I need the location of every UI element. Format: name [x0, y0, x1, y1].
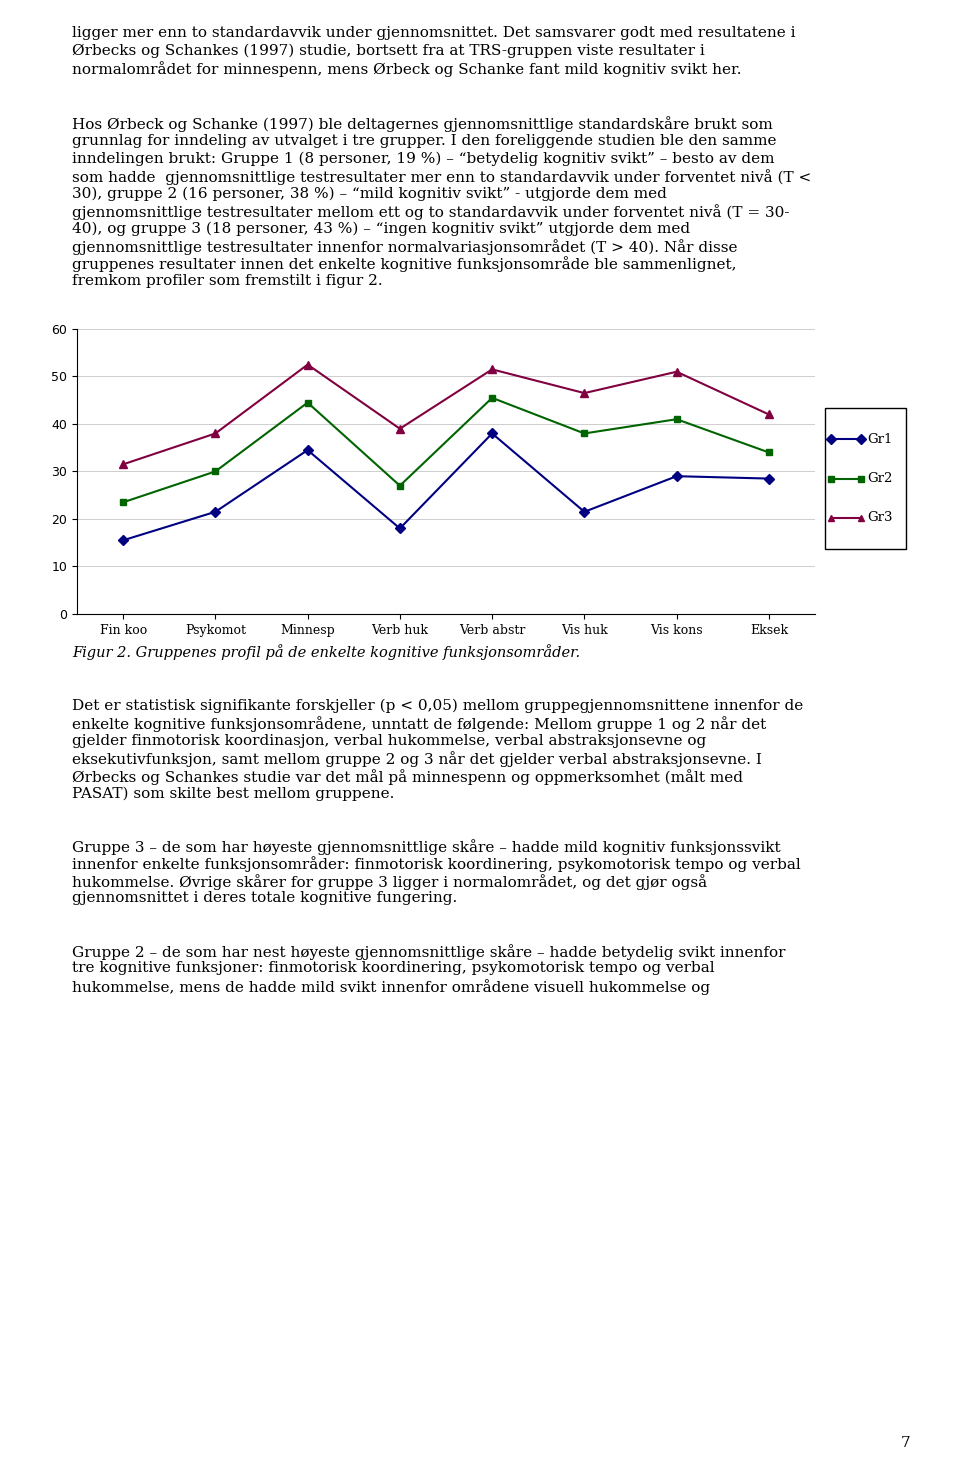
Text: enkelte kognitive funksjonsområdene, unntatt de følgende: Mellom gruppe 1 og 2 n: enkelte kognitive funksjonsområdene, unn… — [72, 716, 766, 732]
Text: Ørbecks og Schankes (1997) studie, bortsett fra at TRS-gruppen viste resultater : Ørbecks og Schankes (1997) studie, borts… — [72, 44, 705, 58]
Text: gjelder finmotorisk koordinasjon, verbal hukommelse, verbal abstraksjonsevne og: gjelder finmotorisk koordinasjon, verbal… — [72, 733, 707, 748]
Text: Hos Ørbeck og Schanke (1997) ble deltagernes gjennomsnittlige standardskåre bruk: Hos Ørbeck og Schanke (1997) ble deltage… — [72, 117, 773, 133]
Text: 7: 7 — [900, 1436, 910, 1449]
Text: Ørbecks og Schankes studie var det mål på minnespenn og oppmerksomhet (målt med: Ørbecks og Schankes studie var det mål p… — [72, 768, 743, 785]
Text: Det er statistisk signifikante forskjeller (p < 0,05) mellom gruppegjennomsnitte: Det er statistisk signifikante forskjell… — [72, 698, 804, 713]
Text: normalområdet for minnespenn, mens Ørbeck og Schanke fant mild kognitiv svikt he: normalområdet for minnespenn, mens Ørbec… — [72, 61, 741, 77]
Text: ligger mer enn to standardavvik under gjennomsnittet. Det samsvarer godt med res: ligger mer enn to standardavvik under gj… — [72, 26, 796, 39]
Text: gjennomsnittlige testresultater mellom ett og to standardavvik under forventet n: gjennomsnittlige testresultater mellom e… — [72, 205, 789, 219]
Text: Figur 2. Gruppenes profil på de enkelte kognitive funksjonsområder.: Figur 2. Gruppenes profil på de enkelte … — [72, 644, 580, 660]
Text: tre kognitive funksjoner: finmotorisk koordinering, psykomotorisk tempo og verba: tre kognitive funksjoner: finmotorisk ko… — [72, 961, 714, 976]
Text: 40), og gruppe 3 (18 personer, 43 %) – “ingen kognitiv svikt” utgjorde dem med: 40), og gruppe 3 (18 personer, 43 %) – “… — [72, 222, 690, 235]
Text: grunnlag for inndeling av utvalget i tre grupper. I den foreliggende studien ble: grunnlag for inndeling av utvalget i tre… — [72, 134, 777, 148]
Text: hukommelse. Øvrige skårer for gruppe 3 ligger i normalområdet, og det gjør også: hukommelse. Øvrige skårer for gruppe 3 l… — [72, 874, 708, 890]
Text: 30), gruppe 2 (16 personer, 38 %) – “mild kognitiv svikt” - utgjorde dem med: 30), gruppe 2 (16 personer, 38 %) – “mil… — [72, 187, 667, 202]
Text: innenfor enkelte funksjonsområder: finmotorisk koordinering, psykomotorisk tempo: innenfor enkelte funksjonsområder: finmo… — [72, 856, 801, 872]
Text: fremkom profiler som fremstilt i figur 2.: fremkom profiler som fremstilt i figur 2… — [72, 275, 383, 288]
Text: gruppenes resultater innen det enkelte kognitive funksjonsområde ble sammenligne: gruppenes resultater innen det enkelte k… — [72, 257, 736, 272]
Text: gjennomsnittet i deres totale kognitive fungering.: gjennomsnittet i deres totale kognitive … — [72, 891, 457, 906]
Text: inndelingen brukt: Gruppe 1 (8 personer, 19 %) – “betydelig kognitiv svikt” – be: inndelingen brukt: Gruppe 1 (8 personer,… — [72, 152, 775, 167]
Text: Gr2: Gr2 — [867, 472, 892, 485]
Text: eksekutivfunksjon, samt mellom gruppe 2 og 3 når det gjelder verbal abstraksjons: eksekutivfunksjon, samt mellom gruppe 2 … — [72, 751, 762, 767]
Text: PASAT) som skilte best mellom gruppene.: PASAT) som skilte best mellom gruppene. — [72, 786, 395, 801]
Text: Gr3: Gr3 — [867, 511, 892, 524]
Text: gjennomsnittlige testresultater innenfor normalvariasjonsområdet (T > 40). Når d: gjennomsnittlige testresultater innenfor… — [72, 240, 737, 254]
Text: Gruppe 2 – de som har nest høyeste gjennomsnittlige skåre – hadde betydelig svik: Gruppe 2 – de som har nest høyeste gjenn… — [72, 944, 785, 960]
Text: hukommelse, mens de hadde mild svikt innenfor områdene visuell hukommelse og: hukommelse, mens de hadde mild svikt inn… — [72, 979, 710, 995]
Text: som hadde  gjennomsnittlige testresultater mer enn to standardavvik under forven: som hadde gjennomsnittlige testresultate… — [72, 169, 811, 186]
Text: Gruppe 3 – de som har høyeste gjennomsnittlige skåre – hadde mild kognitiv funks: Gruppe 3 – de som har høyeste gjennomsni… — [72, 839, 780, 855]
Text: Gr1: Gr1 — [867, 432, 892, 446]
